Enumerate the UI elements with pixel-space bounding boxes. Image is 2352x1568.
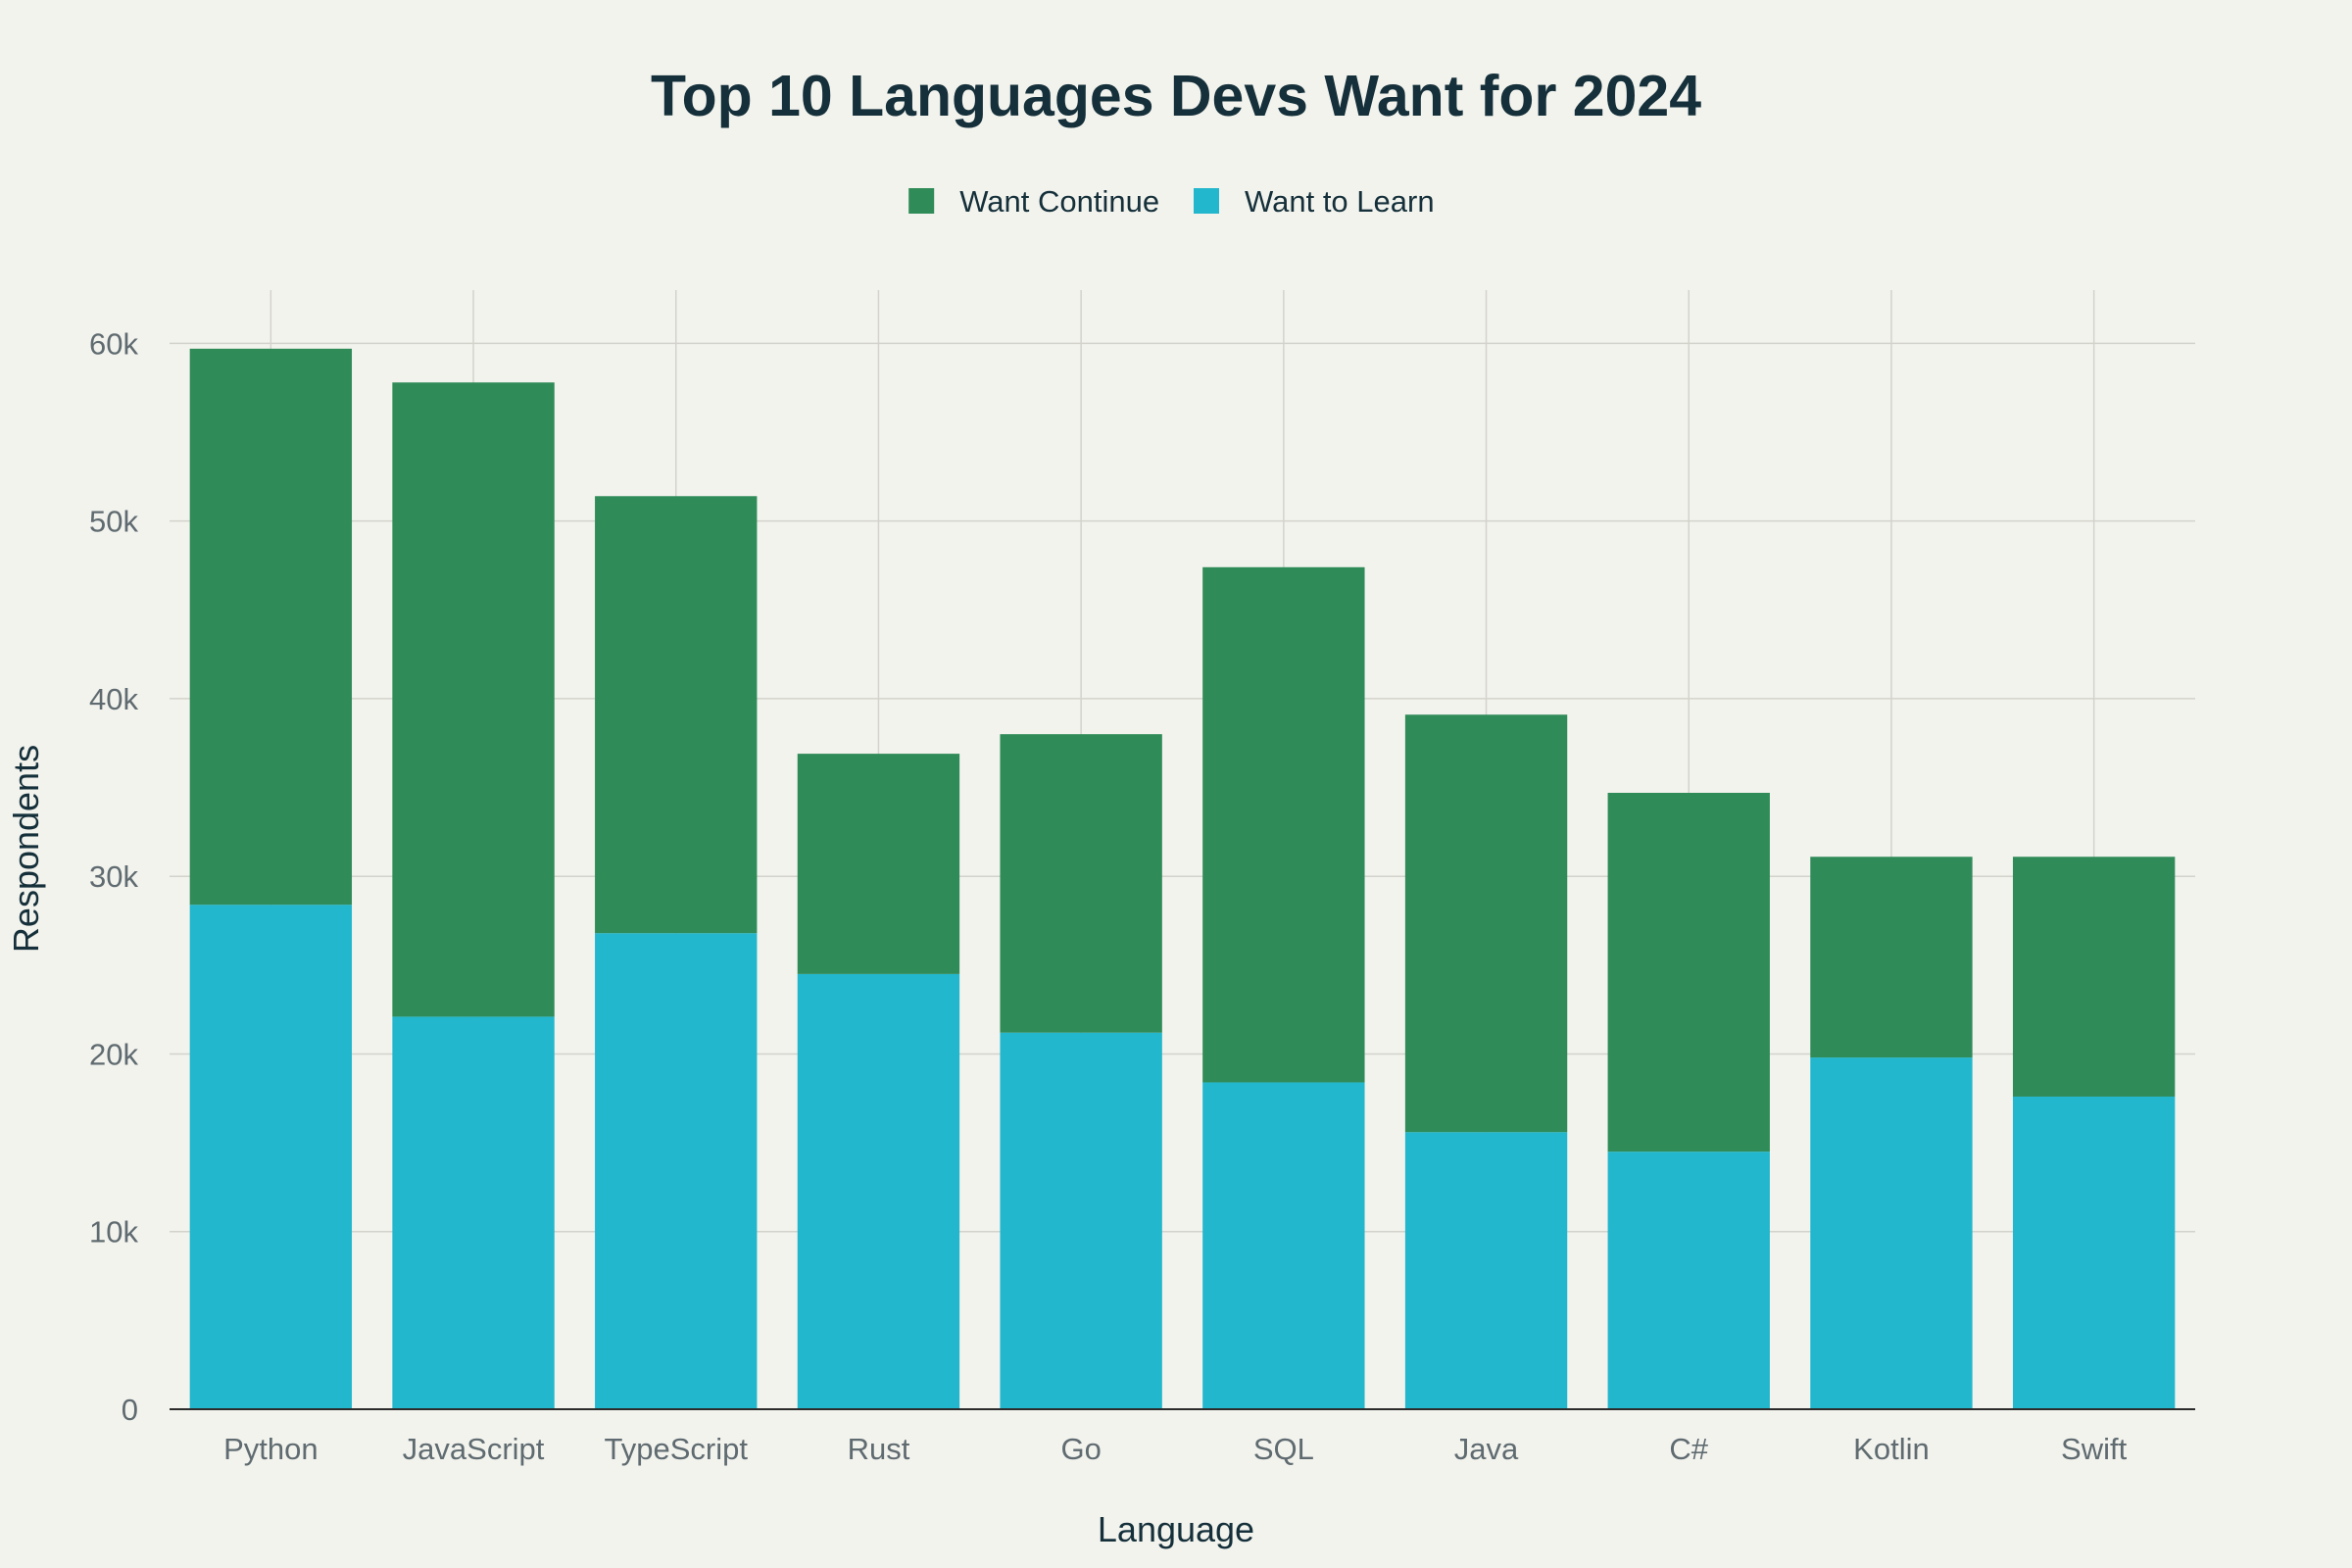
bar-want-to-learn-python — [189, 905, 353, 1409]
legend-swatch-want-continue — [908, 188, 935, 214]
bar-want-continue-kotlin — [1810, 857, 1973, 1058]
bar-want-to-learn-java — [1404, 1132, 1568, 1409]
y-tick-label: 40k — [89, 682, 138, 716]
bar-want-continue-sql — [1202, 566, 1365, 1083]
y-tick-label: 60k — [89, 326, 138, 361]
legend: Want Continue Want to Learn — [908, 184, 1435, 219]
y-tick-label: 0 — [122, 1393, 138, 1427]
bar-want-to-learn-swift — [2012, 1096, 2176, 1409]
y-tick-label: 10k — [89, 1215, 138, 1250]
bar-want-to-learn-javascript — [392, 1016, 555, 1409]
chart-title: Top 10 Languages Devs Want for 2024 — [651, 64, 1701, 128]
y-axis-label: Respondents — [6, 745, 46, 953]
legend-swatch-want-to-learn — [1194, 188, 1219, 214]
bar-want-continue-java — [1404, 714, 1568, 1133]
bar-want-continue-go — [1000, 734, 1162, 1033]
x-tick-label: Kotlin — [1853, 1432, 1930, 1466]
bar-want-to-learn-kotlin — [1810, 1057, 1973, 1409]
x-tick-label: Swift — [2061, 1432, 2128, 1466]
bar-want-to-learn-typescript — [595, 933, 758, 1409]
x-tick-label: Java — [1454, 1432, 1519, 1466]
legend-label-want-to-learn: Want to Learn — [1245, 184, 1435, 219]
bar-want-continue-typescript — [595, 496, 758, 934]
x-axis-label: Language — [1098, 1509, 1254, 1549]
bar-want-continue-javascript — [392, 382, 555, 1017]
x-tick-label: Go — [1060, 1432, 1101, 1466]
bar-want-to-learn-sql — [1202, 1082, 1365, 1409]
legend-label-want-continue: Want Continue — [959, 184, 1159, 219]
y-tick-label: 50k — [89, 505, 138, 539]
bar-want-continue-csharp — [1607, 792, 1770, 1152]
bar-want-continue-python — [189, 348, 353, 906]
bar-want-to-learn-csharp — [1607, 1152, 1770, 1409]
x-tick-label: TypeScript — [605, 1432, 749, 1466]
x-tick-label: Rust — [848, 1432, 910, 1466]
y-tick-label: 20k — [89, 1037, 138, 1071]
bars — [189, 348, 2176, 1409]
x-tick-label: SQL — [1253, 1432, 1314, 1466]
y-tick-label: 30k — [89, 859, 138, 894]
x-tick-label: JavaScript — [403, 1432, 545, 1466]
x-tick-label: C# — [1669, 1432, 1708, 1466]
bar-want-to-learn-go — [1000, 1032, 1162, 1409]
bar-want-continue-swift — [2012, 857, 2176, 1097]
axes: 0 10k 20k 30k 40k 50k 60k Python JavaScript TypeS… — [89, 326, 2195, 1466]
x-tick-label: Python — [223, 1432, 318, 1466]
bar-want-to-learn-rust — [797, 973, 960, 1409]
bar-want-continue-rust — [797, 754, 960, 974]
